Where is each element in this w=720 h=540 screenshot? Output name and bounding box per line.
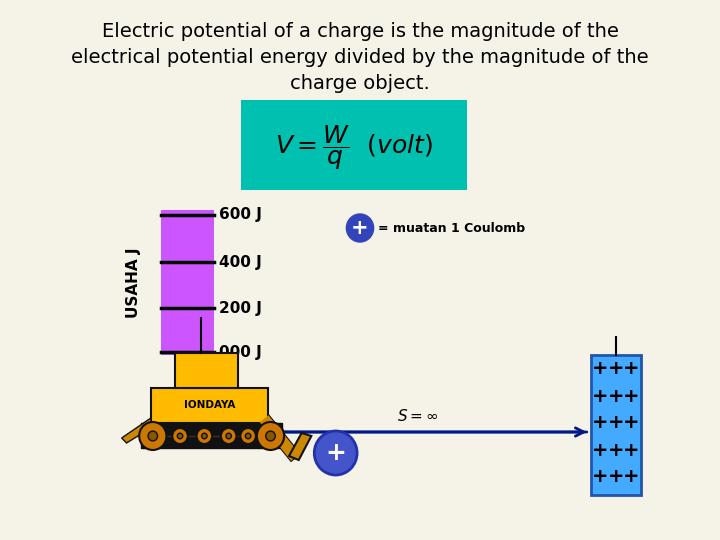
Text: +: + <box>592 441 608 460</box>
Bar <box>141 423 282 448</box>
Text: Electric potential of a charge is the magnitude of the: Electric potential of a charge is the ma… <box>102 22 618 41</box>
Text: +: + <box>608 468 624 487</box>
Text: +: + <box>608 360 624 379</box>
Text: +: + <box>623 441 639 460</box>
Bar <box>175 353 238 388</box>
Circle shape <box>197 428 212 444</box>
Circle shape <box>221 428 236 444</box>
Bar <box>161 210 214 355</box>
Circle shape <box>177 433 183 439</box>
Circle shape <box>202 433 207 439</box>
Text: +: + <box>592 414 608 433</box>
Text: +: + <box>608 387 624 406</box>
Text: $S = \infty$: $S = \infty$ <box>397 408 438 424</box>
Polygon shape <box>289 433 311 460</box>
Text: +: + <box>623 360 639 379</box>
Text: +: + <box>608 414 624 433</box>
Text: +: + <box>325 441 346 465</box>
Circle shape <box>226 433 231 439</box>
Circle shape <box>315 431 357 475</box>
Text: +: + <box>351 218 369 238</box>
Circle shape <box>240 428 256 444</box>
Text: +: + <box>623 414 639 433</box>
Text: IONDAYA: IONDAYA <box>184 400 235 410</box>
Circle shape <box>148 431 158 441</box>
Text: 600 J: 600 J <box>219 207 262 222</box>
Text: = muatan 1 Coulomb: = muatan 1 Coulomb <box>379 221 526 234</box>
Text: charge object.: charge object. <box>290 74 430 93</box>
Text: USAHA J: USAHA J <box>126 247 141 318</box>
Circle shape <box>172 428 188 444</box>
Text: electrical potential energy divided by the magnitude of the: electrical potential energy divided by t… <box>71 48 649 67</box>
Text: 200 J: 200 J <box>219 300 262 315</box>
Circle shape <box>139 422 166 450</box>
Polygon shape <box>122 418 151 443</box>
Circle shape <box>246 433 251 439</box>
Circle shape <box>257 422 284 450</box>
Text: +: + <box>623 387 639 406</box>
Circle shape <box>266 431 275 441</box>
Text: 400 J: 400 J <box>219 254 261 269</box>
Text: $V = \dfrac{W}{q}\ \ \mathit{(volt)}$: $V = \dfrac{W}{q}\ \ \mathit{(volt)}$ <box>275 124 433 172</box>
Text: +: + <box>592 468 608 487</box>
Text: 000 J: 000 J <box>219 345 261 360</box>
Text: +: + <box>623 468 639 487</box>
Bar <box>590 355 641 495</box>
Text: +: + <box>592 360 608 379</box>
Circle shape <box>346 214 374 242</box>
Text: +: + <box>592 387 608 406</box>
Bar <box>241 100 467 190</box>
Bar <box>151 388 268 423</box>
Text: +: + <box>608 441 624 460</box>
